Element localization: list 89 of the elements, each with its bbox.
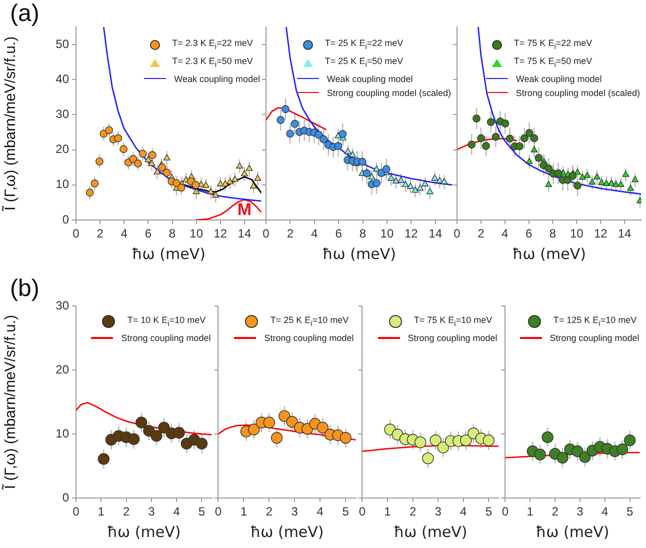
x-tick-label: 14 [618,226,632,241]
text: (a) [10,0,40,28]
x-tick-label: 5 [626,504,634,519]
x-tick-label: 6 [144,226,152,241]
x-axis-title: ħω (meV) [132,244,206,263]
y-tick-label: 50 [56,36,70,51]
x-tick-label: 3 [576,504,584,519]
legend-label: T= 2.3 K E$_{i}$=50 meV [172,54,253,71]
legend-label: T= 25 K E$_{i}$=10 meV [270,314,349,330]
x-axis-title: ħω (meV) [107,522,181,541]
x-tick-label: 3 [434,504,442,519]
legend-label: Strong coupling model [264,332,354,345]
y-tick-label: 40 [56,72,70,86]
legend-label: Strong coupling model (scaled) [326,86,451,100]
x-tick-label: 8 [168,226,176,241]
x-tick-label: 2 [552,504,559,519]
x-tick-label: 4 [460,504,468,519]
x-tick-label: 0 [454,226,461,241]
x-tick-label: 14 [238,226,252,241]
y-tick-label: 0 [62,212,70,226]
legend-label: Strong coupling model [408,332,498,345]
y-tick-label: 10 [56,426,70,440]
legend-label: Weak coupling model [516,72,602,86]
y-tick-label: 20 [56,362,70,376]
x-tick-label: 1 [240,504,248,519]
x-tick-label: 1 [526,504,534,519]
x-tick-label: 4 [173,504,180,519]
x-tick-label: 10 [380,226,394,241]
x-tick-label: 10 [570,226,584,241]
x-tick-label: 0 [358,504,366,519]
x-tick-label: 6 [335,226,342,241]
annotation: M [237,200,252,219]
x-tick-label: 0 [502,504,509,519]
legend-label: T= 125 K E$_{i}$=10 meV [553,314,637,330]
x-tick-label: 5 [342,504,350,519]
legend-label: T= 75 K E$_{i}$=22 meV [514,37,592,53]
x-tick-label: 12 [594,226,608,241]
x-tick-label: 3 [291,504,298,519]
y-tick-label: 30 [56,107,70,122]
x-tick-label: 2 [286,226,294,241]
x-tick-label: 5 [485,504,492,519]
y-tick-label: 0 [62,490,70,504]
x-tick-label: 10 [190,226,204,241]
legend-label: Weak coupling model [326,72,413,86]
legend-label: Strong coupling model [121,332,211,345]
y-tick-label: 10 [56,177,70,192]
text: (b) [10,275,40,303]
x-tick-label: 2 [266,504,273,519]
x-tick-label: 4 [311,226,318,241]
x-tick-label: 1 [98,504,105,519]
legend-label: Strong coupling model (scaled) [516,86,640,100]
x-tick-label: 0 [72,504,80,519]
y-tick-label: 20 [56,142,70,156]
x-tick-label: 12 [214,226,228,241]
x-tick-label: 2 [478,226,485,241]
x-tick-label: 4 [502,226,509,241]
legend-label: T= 10 K E$_{i}$=10 meV [127,314,206,330]
y-axis-title: Ĩ (Γ,ω) (mbarn/meV/sr/f.u.) [1,314,20,490]
legend-label: Strong coupling model [550,332,640,345]
x-tick-label: 8 [549,226,556,241]
x-tick-label: 8 [359,226,366,241]
legend-label: T= 75 K E$_{i}$=50 meV [514,54,592,71]
x-tick-label: 0 [214,504,222,519]
x-tick-label: 2 [96,226,104,241]
x-axis-title: ħω (meV) [250,522,324,541]
y-axis-title: Ĩ (Γ,ω) (mbarn/meV/sr/f.u.) [1,36,20,212]
x-tick-label: 5 [198,504,206,519]
x-tick-label: 3 [148,504,156,519]
legend-label: T= 25 K E$_{i}$=22 meV [324,37,404,53]
x-tick-label: 4 [120,226,128,241]
x-tick-label: 2 [409,504,416,519]
y-tick-label: 30 [56,298,70,312]
x-axis-title: ħω (meV) [512,244,586,263]
legend-label: Weak coupling model [174,72,260,86]
x-tick-label: 14 [428,226,442,241]
x-tick-label: 0 [262,226,270,241]
x-tick-label: 2 [122,504,130,519]
x-tick-label: 0 [72,226,80,241]
x-tick-label: 4 [602,504,609,519]
x-tick-label: 1 [384,504,392,519]
x-tick-label: 4 [316,504,324,519]
legend-label: T= 75 K E$_{i}$=10 meV [414,314,492,330]
x-axis-title: ħω (meV) [394,522,468,541]
legend-label: T= 25 K E$_{i}$=50 meV [324,54,404,71]
x-tick-label: 6 [525,226,532,241]
x-axis-title: ħω (meV) [322,244,396,263]
x-tick-label: 12 [404,226,418,241]
x-axis-title: ħω (meV) [536,522,610,541]
legend-label: T= 2.3 K E$_{i}$=22 meV [172,37,253,53]
